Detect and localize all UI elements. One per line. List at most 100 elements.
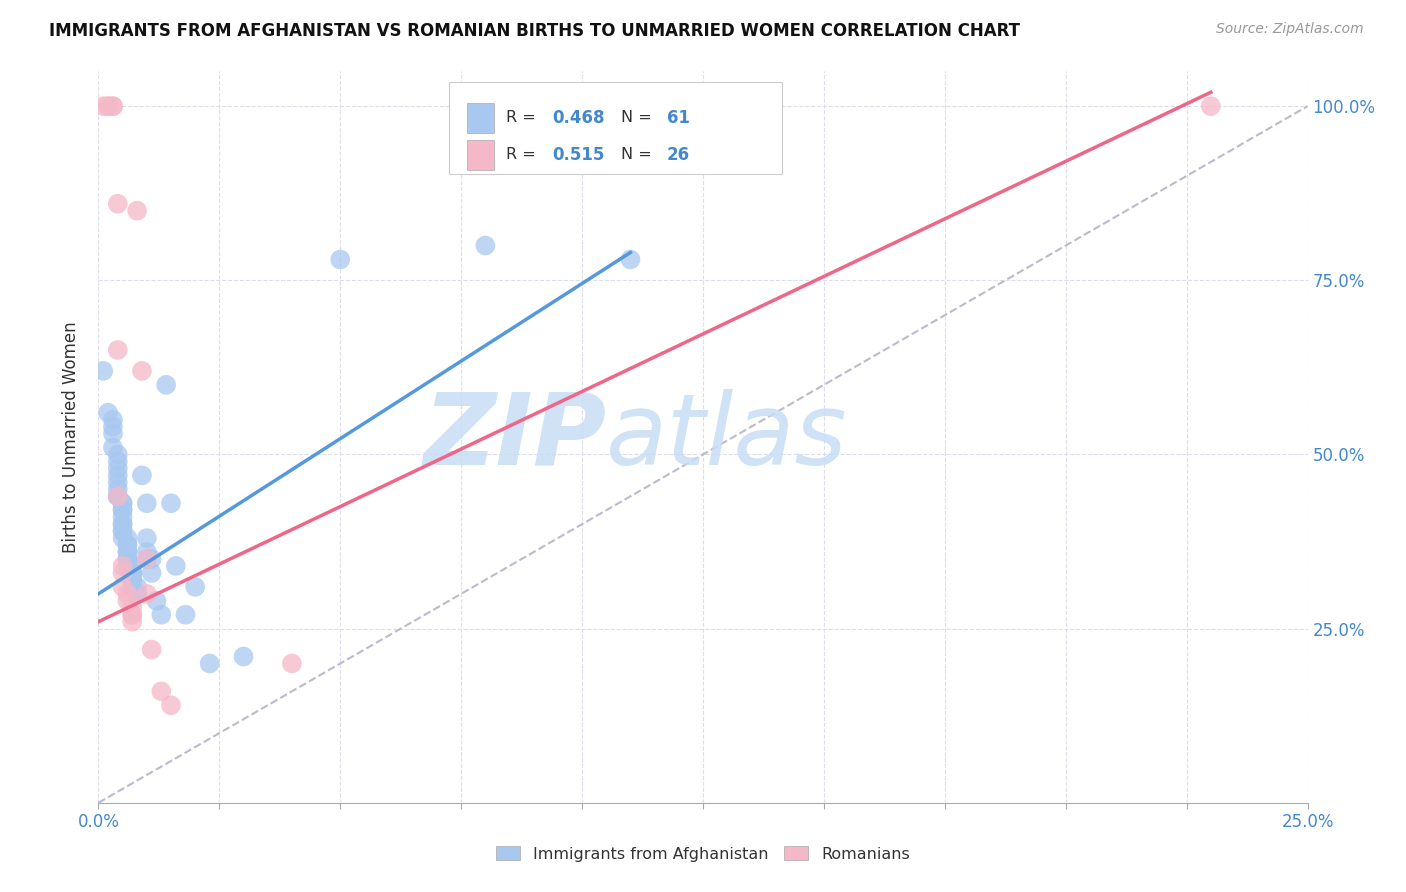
- Point: [145, 594, 167, 608]
- FancyBboxPatch shape: [449, 82, 782, 174]
- Text: 0.515: 0.515: [551, 146, 605, 164]
- Text: R =: R =: [506, 111, 541, 126]
- Point: [117, 545, 139, 559]
- Point: [121, 607, 143, 622]
- Point: [101, 426, 124, 441]
- Point: [121, 558, 143, 573]
- Point: [121, 566, 143, 580]
- Point: [198, 657, 221, 671]
- FancyBboxPatch shape: [467, 140, 494, 169]
- Point: [281, 657, 304, 671]
- Point: [117, 538, 139, 552]
- Point: [107, 483, 129, 497]
- Point: [135, 496, 157, 510]
- Point: [117, 594, 139, 608]
- Point: [117, 552, 139, 566]
- Point: [141, 642, 163, 657]
- Point: [97, 406, 120, 420]
- Point: [97, 99, 120, 113]
- FancyBboxPatch shape: [467, 103, 494, 133]
- Point: [91, 99, 114, 113]
- Point: [150, 607, 173, 622]
- Point: [107, 489, 129, 503]
- Text: IMMIGRANTS FROM AFGHANISTAN VS ROMANIAN BIRTHS TO UNMARRIED WOMEN CORRELATION CH: IMMIGRANTS FROM AFGHANISTAN VS ROMANIAN …: [49, 22, 1021, 40]
- Legend: Immigrants from Afghanistan, Romanians: Immigrants from Afghanistan, Romanians: [489, 839, 917, 868]
- Point: [107, 454, 129, 468]
- Point: [155, 377, 177, 392]
- Point: [101, 419, 124, 434]
- Point: [141, 566, 163, 580]
- Point: [121, 566, 143, 580]
- Point: [1199, 99, 1222, 113]
- Point: [97, 99, 120, 113]
- Point: [160, 496, 183, 510]
- Point: [107, 448, 129, 462]
- Point: [111, 517, 134, 532]
- Point: [127, 587, 149, 601]
- Point: [329, 252, 352, 267]
- Point: [111, 558, 134, 573]
- Text: Source: ZipAtlas.com: Source: ZipAtlas.com: [1216, 22, 1364, 37]
- Text: ZIP: ZIP: [423, 389, 606, 485]
- Point: [117, 558, 139, 573]
- Point: [107, 461, 129, 475]
- Point: [121, 580, 143, 594]
- Point: [184, 580, 207, 594]
- Point: [117, 531, 139, 545]
- Point: [121, 607, 143, 622]
- Point: [174, 607, 197, 622]
- Point: [135, 545, 157, 559]
- Point: [619, 252, 641, 267]
- Point: [111, 524, 134, 538]
- Point: [135, 587, 157, 601]
- Point: [121, 573, 143, 587]
- Y-axis label: Births to Unmarried Women: Births to Unmarried Women: [62, 321, 80, 553]
- Text: N =: N =: [621, 147, 657, 162]
- Point: [111, 496, 134, 510]
- Point: [131, 468, 153, 483]
- Point: [111, 531, 134, 545]
- Point: [127, 580, 149, 594]
- Point: [135, 552, 157, 566]
- Point: [131, 364, 153, 378]
- Point: [127, 587, 149, 601]
- Point: [474, 238, 496, 252]
- Point: [117, 538, 139, 552]
- Point: [117, 552, 139, 566]
- Text: 0.468: 0.468: [551, 109, 605, 127]
- Point: [111, 503, 134, 517]
- Point: [107, 196, 129, 211]
- Point: [107, 343, 129, 357]
- Point: [101, 412, 124, 426]
- Point: [111, 510, 134, 524]
- Point: [141, 552, 163, 566]
- Point: [150, 684, 173, 698]
- Point: [107, 489, 129, 503]
- Point: [101, 99, 124, 113]
- Point: [111, 503, 134, 517]
- Point: [135, 552, 157, 566]
- Point: [107, 489, 129, 503]
- Point: [232, 649, 254, 664]
- Text: atlas: atlas: [606, 389, 848, 485]
- Point: [101, 99, 124, 113]
- Point: [107, 468, 129, 483]
- Point: [111, 496, 134, 510]
- Point: [121, 573, 143, 587]
- Point: [165, 558, 187, 573]
- Point: [111, 580, 134, 594]
- Point: [117, 545, 139, 559]
- Point: [111, 517, 134, 532]
- Text: 26: 26: [666, 146, 690, 164]
- Text: 61: 61: [666, 109, 690, 127]
- Point: [121, 615, 143, 629]
- Point: [160, 698, 183, 713]
- Text: N =: N =: [621, 111, 657, 126]
- Point: [111, 524, 134, 538]
- Point: [107, 475, 129, 490]
- Point: [91, 364, 114, 378]
- Point: [121, 600, 143, 615]
- Text: R =: R =: [506, 147, 541, 162]
- Point: [121, 566, 143, 580]
- Point: [101, 441, 124, 455]
